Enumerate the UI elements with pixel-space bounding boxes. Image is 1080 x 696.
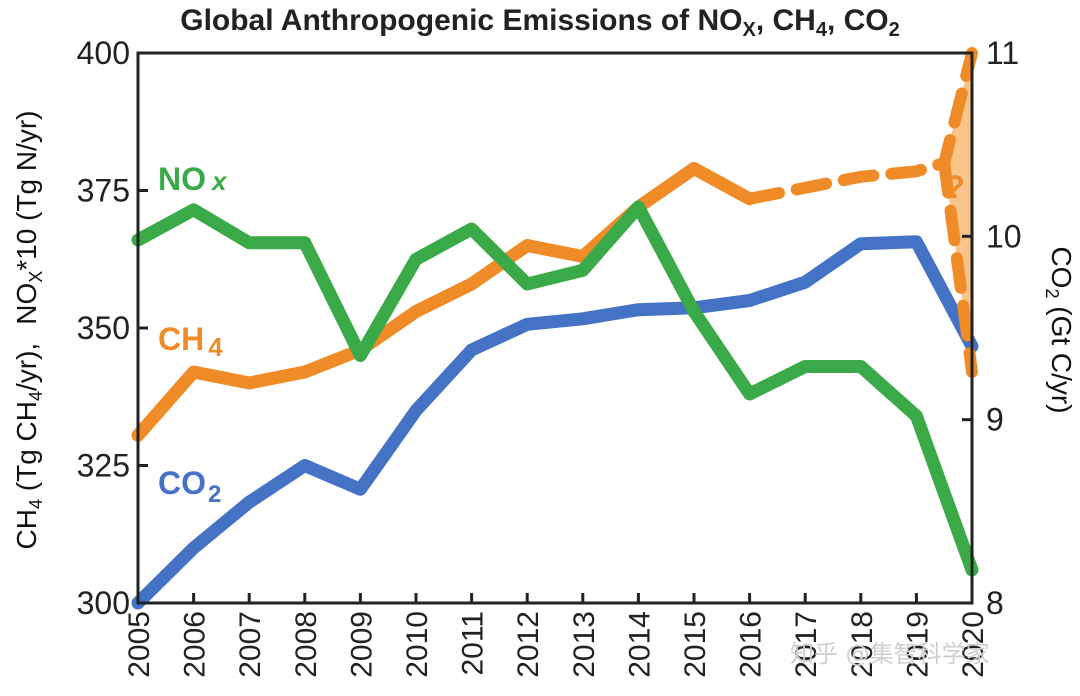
series-line-ch4 <box>131 162 757 442</box>
left-tick-label: 375 <box>77 173 130 209</box>
x-tick-label: 2014 <box>623 611 656 678</box>
left-axis-label: CH4 (Tg CH4/yr),NOX*10 (Tg N/yr) <box>11 111 46 550</box>
right-axis-label: CO2 (Gt C/yr) <box>1042 246 1077 413</box>
left-tick-label: 400 <box>77 35 130 71</box>
series-group <box>131 47 979 610</box>
series-label-co2-main: CO <box>158 465 206 501</box>
right-tick-label: 8 <box>986 585 1004 621</box>
x-tick-label: 2009 <box>345 611 378 678</box>
series-dashed-ch4 <box>743 47 978 205</box>
series-label-nox-main: NO <box>158 161 206 197</box>
left-axis-label-nox-c: *10 (Tg N/yr) <box>11 111 42 271</box>
chart-title-sub-2: 2 <box>889 19 900 41</box>
chart-title: Global Anthropogenic Emissions of NOX, C… <box>180 4 900 41</box>
x-tick-label: 2010 <box>401 611 434 678</box>
right-tick-label: 10 <box>986 218 1022 254</box>
right-axis-label-a: CO <box>1046 246 1077 288</box>
series-label-ch4-sub: 4 <box>208 332 223 362</box>
series-dashed-low-ch4 <box>938 157 978 378</box>
x-tick-label: 2020 <box>957 611 990 678</box>
series-line-co2 <box>131 235 979 610</box>
left-axis-label-nox-b: X <box>26 271 46 283</box>
x-tick-label: 2011 <box>457 611 490 676</box>
series-label-co2: CO2 <box>158 465 221 508</box>
right-axis-ticks: 8 9 10 11 <box>962 35 1022 621</box>
x-tick-label: 2013 <box>568 611 601 678</box>
right-tick-label: 9 <box>986 402 1004 438</box>
series-label-ch4: CH 4 <box>158 321 223 362</box>
x-tick-label: 2016 <box>735 611 768 678</box>
chart-title-ch: , CH <box>756 4 816 37</box>
left-tick-label: 300 <box>77 585 130 621</box>
chart-title-sub-x: X <box>743 19 757 41</box>
x-tick-label: 2007 <box>234 611 267 678</box>
left-axis-label-ch4-b: 4 <box>26 499 46 509</box>
series-label-nox: NO x <box>158 161 228 197</box>
left-axis-label-ch4-a: CH <box>11 509 42 549</box>
left-axis-label-ch4-e: /yr), <box>11 343 42 391</box>
x-tick-label: 2018 <box>846 611 879 678</box>
chart-title-co: , CO <box>827 4 889 37</box>
uncertainty-question-mark: ? <box>945 169 965 205</box>
left-tick-label: 350 <box>77 310 130 346</box>
chart-title-main: Global Anthropogenic Emissions of NO <box>180 4 742 37</box>
series-label-ch4-main: CH <box>158 321 204 357</box>
uncertainty-region <box>944 53 972 372</box>
series-line-nox <box>131 200 979 577</box>
x-tick-label: 2008 <box>290 611 323 678</box>
x-axis-ticks: 2005 2006 2007 2008 2009 2010 2011 2012 2013 2014… <box>123 593 990 678</box>
right-axis-label-c: (Gt C/yr) <box>1046 298 1077 413</box>
series-label-co2-sub: 2 <box>208 481 221 508</box>
chart-title-sub-4: 4 <box>816 19 828 41</box>
right-tick-label: 11 <box>986 35 1019 71</box>
left-axis-label-ch4-c: (Tg CH <box>11 401 42 499</box>
x-tick-label: 2019 <box>901 611 934 678</box>
x-tick-label: 2006 <box>179 611 212 678</box>
series-label-nox-sub: x <box>210 166 228 196</box>
left-axis-ticks: 300 325 350 375 400 <box>77 35 148 621</box>
left-axis-label-nox-a: NO <box>11 283 42 325</box>
x-tick-label: 2012 <box>512 611 545 678</box>
left-axis-label-ch4-d: 4 <box>26 391 46 401</box>
x-tick-label: 2005 <box>123 611 156 678</box>
x-tick-label: 2017 <box>790 611 823 678</box>
right-axis-label-b: 2 <box>1042 288 1062 298</box>
left-tick-label: 325 <box>77 448 130 484</box>
x-tick-label: 2015 <box>679 611 712 678</box>
watermark: 知乎 @集智科学家 <box>790 640 990 668</box>
